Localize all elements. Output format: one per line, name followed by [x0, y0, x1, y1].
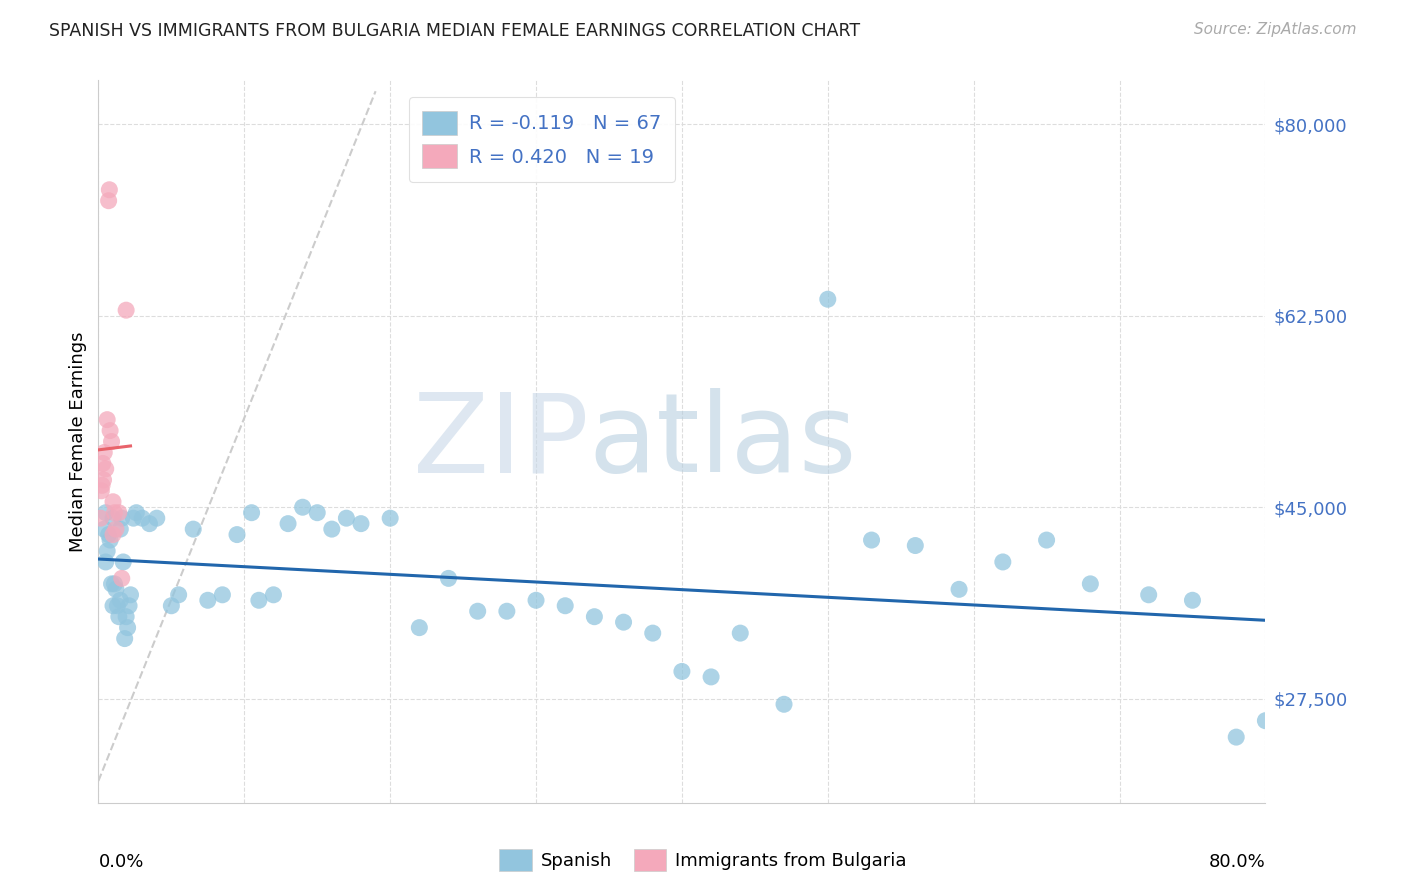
Point [98, 183, 121, 197]
Text: 0.0%: 0.0% [98, 854, 143, 871]
Point [108, 609, 131, 624]
Point [110, 522, 132, 536]
Point [125, 506, 148, 520]
Text: ZIP: ZIP [413, 388, 589, 495]
Point [103, 506, 125, 520]
Point [101, 599, 124, 613]
Point [211, 588, 233, 602]
Point [197, 593, 219, 607]
Point [1137, 588, 1160, 602]
Point [240, 506, 263, 520]
Point [437, 571, 460, 585]
Point [1254, 714, 1277, 728]
Y-axis label: Median Female Earnings: Median Female Earnings [69, 331, 87, 552]
Point [817, 292, 839, 306]
Point [90, 511, 112, 525]
Point [948, 582, 970, 597]
Point [94, 506, 117, 520]
Point [101, 511, 124, 525]
Point [91, 478, 114, 492]
Point [120, 588, 142, 602]
Point [263, 588, 285, 602]
Point [104, 582, 127, 597]
Point [94, 462, 117, 476]
Point [101, 494, 124, 508]
Point [350, 516, 373, 531]
Point [122, 511, 145, 525]
Point [335, 511, 357, 525]
Point [98, 424, 121, 438]
Text: 80.0%: 80.0% [1209, 854, 1265, 871]
Point [1225, 730, 1247, 744]
Point [103, 577, 125, 591]
Point [247, 593, 270, 607]
Point [181, 522, 204, 536]
Point [291, 500, 314, 515]
Point [160, 599, 183, 613]
Legend: R = -0.119   N = 67, R = 0.420   N = 19: R = -0.119 N = 67, R = 0.420 N = 19 [409, 97, 675, 182]
Point [93, 473, 115, 487]
Point [583, 609, 606, 624]
Point [700, 670, 723, 684]
Text: SPANISH VS IMMIGRANTS FROM BULGARIA MEDIAN FEMALE EARNINGS CORRELATION CHART: SPANISH VS IMMIGRANTS FROM BULGARIA MEDI… [49, 22, 860, 40]
Point [105, 599, 128, 613]
Point [118, 599, 141, 613]
Point [1181, 593, 1204, 607]
Point [131, 511, 153, 525]
Point [104, 522, 127, 536]
Point [115, 609, 138, 624]
Point [380, 511, 402, 525]
Point [277, 516, 299, 531]
Point [321, 522, 343, 536]
Point [641, 626, 664, 640]
Point [97, 527, 120, 541]
Point [111, 511, 134, 525]
Point [167, 588, 190, 602]
Point [114, 632, 136, 646]
Point [98, 533, 121, 547]
Point [100, 434, 122, 449]
Point [110, 593, 132, 607]
Point [96, 544, 118, 558]
Point [90, 483, 112, 498]
Point [307, 506, 329, 520]
Text: Source: ZipAtlas.com: Source: ZipAtlas.com [1194, 22, 1357, 37]
Point [97, 194, 120, 208]
Point [117, 621, 139, 635]
Point [100, 577, 122, 591]
Point [467, 604, 489, 618]
Point [991, 555, 1014, 569]
Point [93, 522, 115, 536]
Point [146, 511, 169, 525]
Point [1080, 577, 1102, 591]
Point [96, 412, 118, 426]
Point [904, 539, 927, 553]
Legend: Spanish, Immigrants from Bulgaria: Spanish, Immigrants from Bulgaria [492, 842, 914, 879]
Point [554, 599, 576, 613]
Point [730, 626, 752, 640]
Point [108, 506, 131, 520]
Point [115, 303, 138, 318]
Point [94, 555, 117, 569]
Text: atlas: atlas [589, 388, 858, 495]
Point [613, 615, 636, 630]
Point [860, 533, 883, 547]
Point [111, 571, 134, 585]
Point [408, 621, 430, 635]
Point [671, 665, 693, 679]
Point [773, 698, 796, 712]
Point [524, 593, 547, 607]
Point [496, 604, 519, 618]
Point [93, 445, 115, 459]
Point [91, 457, 114, 471]
Point [226, 527, 249, 541]
Point [138, 516, 160, 531]
Point [112, 555, 135, 569]
Point [101, 527, 124, 541]
Point [1035, 533, 1057, 547]
